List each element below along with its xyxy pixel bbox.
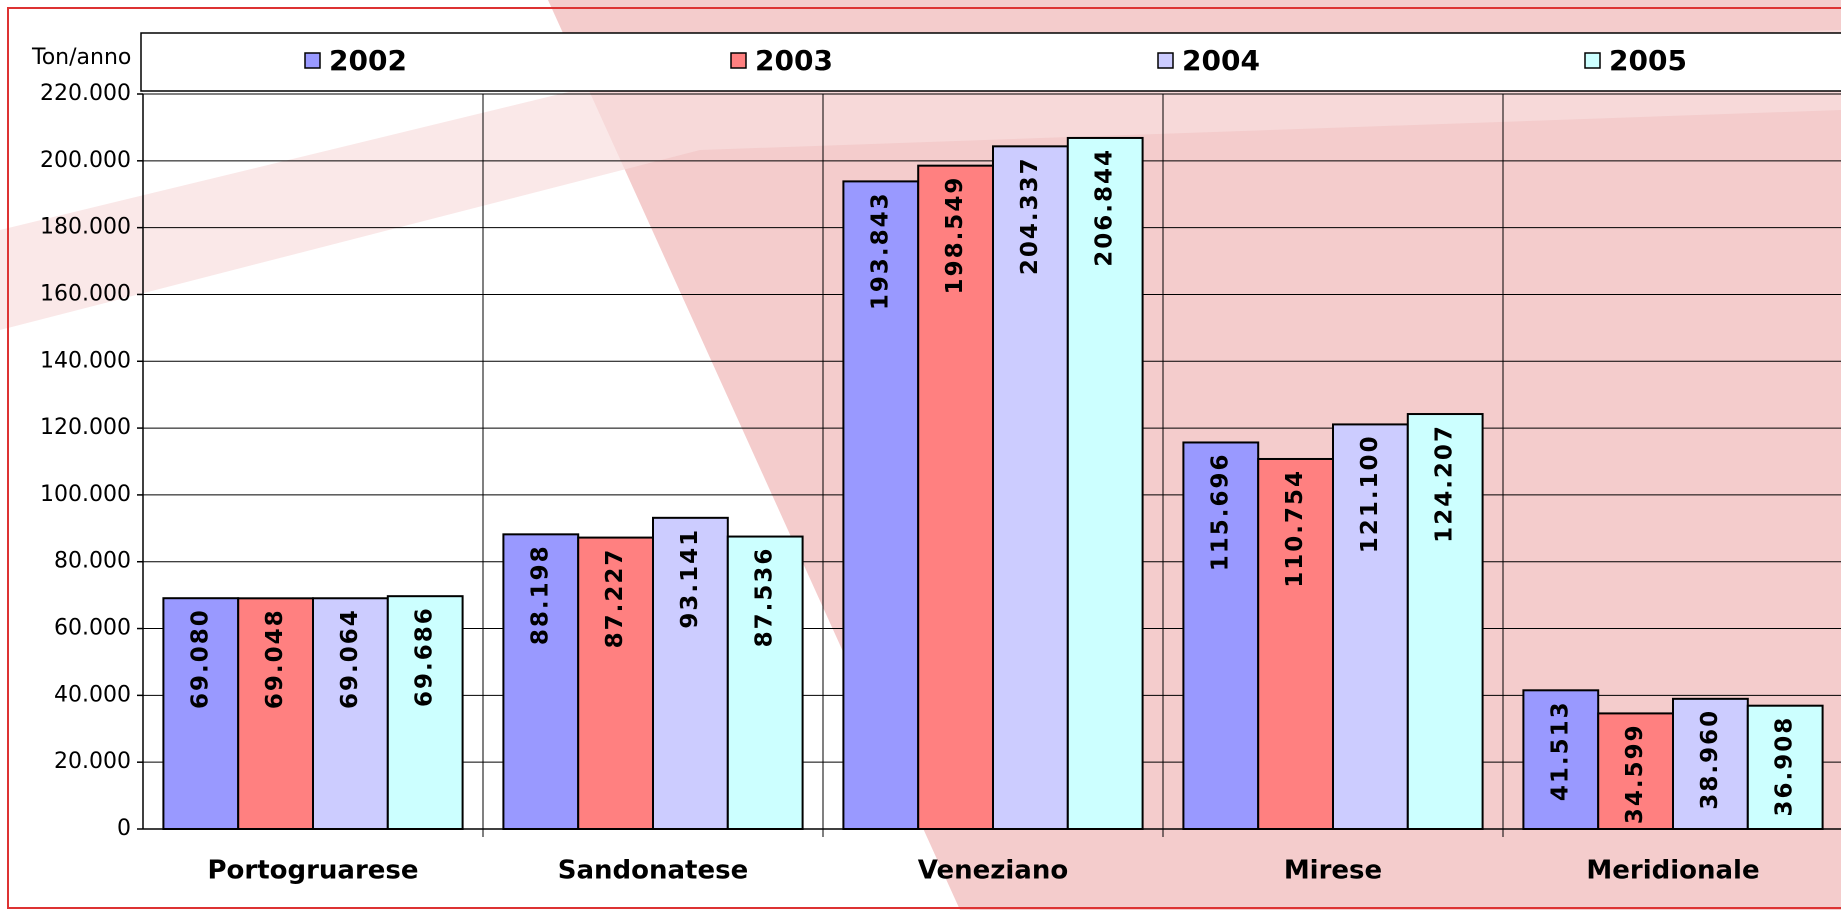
y-axis-label: Ton/anno xyxy=(31,45,131,70)
x-tick-label: Mirese xyxy=(1284,856,1382,886)
value-label: 36.908 xyxy=(1772,716,1798,817)
legend-swatch xyxy=(305,53,320,68)
value-label: 34.599 xyxy=(1622,723,1648,824)
y-tick-label: 80.000 xyxy=(54,549,131,574)
value-label: 206.844 xyxy=(1092,148,1118,267)
x-tick-label: Portogruarese xyxy=(207,856,418,886)
value-label: 193.843 xyxy=(867,191,893,310)
x-tick-label: Veneziano xyxy=(918,856,1068,886)
page: {"chart_data": { "type": "bar", "y_label… xyxy=(0,0,1841,910)
value-label: 124.207 xyxy=(1432,424,1458,543)
value-label: 87.536 xyxy=(752,547,778,648)
x-tick-label: Sandonatese xyxy=(558,856,748,886)
value-label: 87.227 xyxy=(602,548,628,649)
y-tick-label: 220.000 xyxy=(40,81,131,106)
y-tick-label: 160.000 xyxy=(40,281,131,306)
value-label: 69.686 xyxy=(412,606,438,707)
legend-label: 2003 xyxy=(755,44,833,77)
value-label: 93.141 xyxy=(677,528,703,629)
value-label: 69.048 xyxy=(262,608,288,709)
chart: Ton/anno 0 20.000 40.000 60.000 80.000 100.00… xyxy=(0,0,1841,910)
y-tick-label: 0 xyxy=(117,816,131,841)
legend-swatch xyxy=(1158,53,1173,68)
value-label: 110.754 xyxy=(1282,469,1308,588)
legend-swatch xyxy=(731,53,746,68)
legend-label: 2004 xyxy=(1182,44,1260,77)
value-label: 41.513 xyxy=(1547,700,1573,801)
legend-swatch xyxy=(1585,53,1600,68)
value-label: 198.549 xyxy=(942,176,968,295)
y-tick-label: 140.000 xyxy=(40,348,131,373)
legend-label: 2002 xyxy=(329,44,407,77)
value-label: 69.064 xyxy=(337,608,363,709)
y-tick-label: 60.000 xyxy=(54,616,131,641)
y-tick-label: 20.000 xyxy=(54,749,131,774)
x-tick-label: Meridionale xyxy=(1586,856,1759,886)
y-tick-label: 120.000 xyxy=(40,415,131,440)
y-tick-label: 180.000 xyxy=(40,215,131,240)
value-label: 88.198 xyxy=(527,544,553,645)
y-tick-label: 200.000 xyxy=(40,148,131,173)
value-label: 38.960 xyxy=(1697,709,1723,810)
value-label: 204.337 xyxy=(1017,156,1043,275)
value-label: 121.100 xyxy=(1357,434,1383,553)
value-label: 115.696 xyxy=(1207,452,1233,571)
legend-label: 2005 xyxy=(1609,44,1687,77)
y-tick-label: 40.000 xyxy=(54,682,131,707)
y-tick-label: 100.000 xyxy=(40,482,131,507)
value-label: 69.080 xyxy=(187,608,213,709)
